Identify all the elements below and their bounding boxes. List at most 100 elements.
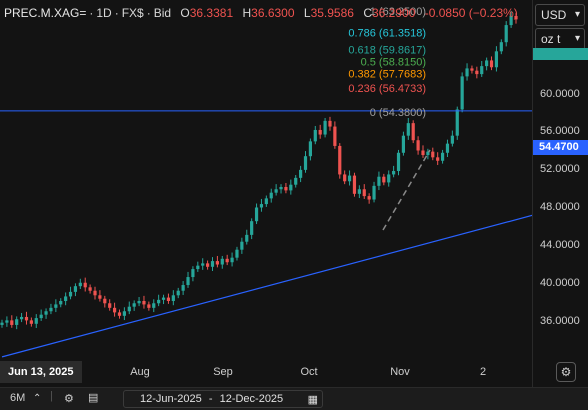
candle [122,311,126,316]
price-tick: 48.0000 [540,201,580,213]
ohlc-header: PREC.M.XAG= · 1D · FX$ · Bid O36.3381 H36.6300… [4,6,518,20]
candle [343,174,347,182]
candle [494,51,499,68]
candle [166,297,171,301]
candle [103,298,107,304]
candle [240,241,244,250]
candle [387,174,391,183]
price-axis[interactable] [532,0,588,409]
fib-level-label: 0.382 (57.7683) [348,68,426,80]
candle [318,129,322,135]
candle [357,189,361,194]
chevron-up-icon[interactable]: ⌃ [33,393,42,404]
bottom-toolbar: 6M ⌃ | ⚙ ▤ 12-Jun-2025 - 12-Dec-2025 ▦ [0,387,588,410]
side-label: Bid [153,6,172,20]
divider: | [50,390,53,402]
data-window-icon[interactable]: ▤ [88,392,99,404]
candle [440,152,445,161]
fib-level-label: 0.236 (56.4733) [348,83,426,95]
date-range-selector[interactable]: 12-Jun-2025 - 12-Dec-2025 ▦ [123,390,323,408]
candle [416,140,420,151]
candle [171,295,175,301]
candle [24,316,29,321]
candle [421,150,425,156]
candle [137,300,141,304]
candle [333,126,337,146]
candle [68,291,73,297]
close-value: 36.2900 [371,6,416,20]
candle [514,15,518,20]
candle [352,175,357,194]
candle [250,221,254,235]
candle [83,282,87,288]
period-button[interactable]: 6M [10,392,26,404]
candle [181,285,185,291]
candle [480,66,484,75]
candle [98,295,102,299]
fib-guide-line[interactable] [382,149,431,231]
candle [39,314,43,319]
candle [132,303,136,307]
price-tick: 36.0000 [540,315,580,327]
candle [15,319,19,325]
candle [289,184,293,191]
candle [254,207,259,222]
type-label: FX$ [121,6,144,20]
currency-select[interactable]: USD ▾ [535,4,585,26]
candle [299,169,303,178]
candle [308,141,312,157]
candle [186,277,190,286]
open-label: O [180,6,190,20]
price-chart[interactable]: 1 (63.2500) 0.786 (61.3518) 0.618 (59.8617… [0,0,532,358]
candle [0,322,4,325]
candle [338,145,342,175]
candle [220,258,224,265]
candle [157,299,161,304]
currency-value: USD [541,8,567,22]
candle [313,129,317,142]
candle [323,120,327,135]
open-value: 36.3381 [189,6,234,20]
interval-label[interactable]: 1D [96,6,112,20]
candle [372,185,376,200]
candle [147,304,151,308]
candle [396,152,401,172]
candle [406,123,410,136]
candle [382,176,386,183]
fib-level-label: 0.786 (61.3518) [348,27,426,39]
price-tick: 40.0000 [540,277,580,289]
candle [279,186,283,190]
unit-select[interactable]: oz t ▾ [535,28,585,50]
range-end: 12-Dec-2025 [219,393,284,405]
low-label: L [303,6,311,20]
x-tick-dec-2: 2 [479,366,487,378]
candle [210,261,215,267]
candle [215,261,219,265]
candle [142,300,146,305]
candle [78,282,82,287]
candle [93,290,97,296]
gear-icon[interactable]: ⚙ [556,362,576,382]
candle [460,76,464,110]
fib-level-label: 1 (63.2500) [370,6,426,18]
candle [362,189,366,197]
candle [401,135,406,153]
candle [201,263,205,266]
candle [489,60,494,68]
current-price-label: 54.4700 [533,140,588,155]
candle [34,318,38,324]
candle [328,120,332,127]
fib-level-label: 0.5 (58.8150) [361,56,426,68]
close-label: C [363,6,372,20]
candle [176,290,180,296]
change-pct-value: (−0.23%) [468,6,518,20]
candle [112,307,117,313]
candle [377,176,381,186]
candle [465,68,469,77]
candle [392,171,396,175]
gear-icon[interactable]: ⚙ [64,393,74,405]
change-value: -0.0850 [424,6,466,20]
candle [411,123,415,141]
trendline[interactable] [1,214,532,358]
symbol-label[interactable]: PREC.M.XAG= [4,6,87,20]
